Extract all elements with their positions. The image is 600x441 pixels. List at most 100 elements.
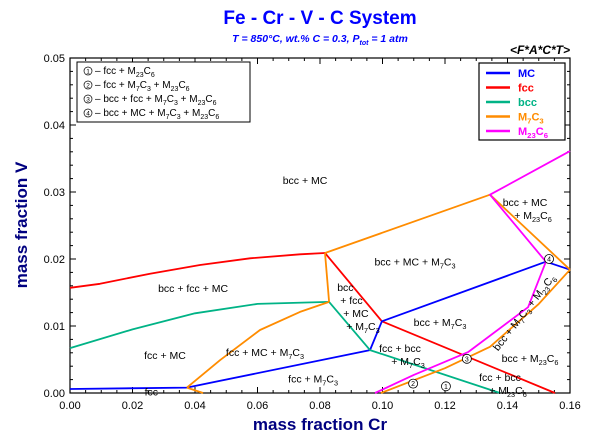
marker-circle xyxy=(544,254,554,264)
region-label-text: + M7C3 xyxy=(391,356,425,370)
legend-label: MC xyxy=(518,68,535,80)
subscript: 3 xyxy=(462,322,466,331)
boundary-m7c3 xyxy=(324,252,330,302)
region-label: fcc + MC + M7C3 xyxy=(226,347,304,361)
key-box-frame xyxy=(76,61,251,123)
region-label-text: bcc + MC xyxy=(503,197,548,209)
circled-number-marker: 2 xyxy=(408,378,419,389)
key-label: – fcc + M23C6 xyxy=(95,66,155,79)
x-tick-label: 0.12 xyxy=(434,400,455,412)
subscript: 7 xyxy=(288,352,292,361)
subscript: 23 xyxy=(198,100,206,107)
text-part: bcc + M xyxy=(414,317,451,329)
x-tick-label: 0.10 xyxy=(372,400,393,412)
region-label-text: bcc + MC + M7C3 xyxy=(374,257,455,271)
text-part: C xyxy=(536,126,544,138)
boundary-m7c3 xyxy=(489,194,571,271)
text-part: fcc + MC xyxy=(144,350,186,362)
text-part: + M xyxy=(489,385,507,397)
subscript: 3 xyxy=(174,100,178,107)
boundary-m7c3 xyxy=(186,386,204,394)
legend-label: M7C3 xyxy=(518,112,544,126)
x-axis-label: mass fraction Cr xyxy=(253,415,388,434)
text-part: bcc + M xyxy=(502,353,539,365)
subscript: 3 xyxy=(147,86,151,93)
text-part: MC xyxy=(518,68,535,80)
marker-circle xyxy=(461,353,472,364)
subscript: 23 xyxy=(540,285,552,297)
subscript: 6 xyxy=(213,100,217,107)
text-part: C xyxy=(515,385,523,397)
subscript: 3 xyxy=(525,307,535,316)
text-part: – bcc + fcc + M xyxy=(95,94,163,105)
text-part: bcc xyxy=(518,97,537,109)
key-number: 1 xyxy=(86,69,90,76)
text-part: + M xyxy=(514,210,532,222)
marker-number: 3 xyxy=(465,356,469,363)
text-part: M xyxy=(518,126,527,138)
key-number-circle xyxy=(83,66,93,76)
boundary-m7c3 xyxy=(324,193,491,254)
x-tick-label: 0.00 xyxy=(59,400,80,412)
text-part: C xyxy=(531,112,539,124)
y-tick-label: 0.02 xyxy=(44,254,65,266)
circled-number-marker: 3 xyxy=(461,353,472,364)
text-part: C xyxy=(326,373,334,385)
text-part: + MC xyxy=(343,308,369,320)
subscript: 6 xyxy=(215,114,219,121)
key-number-circle xyxy=(83,108,93,118)
text-part: C xyxy=(167,94,174,105)
subscript: 6 xyxy=(554,358,558,367)
key-number: 4 xyxy=(86,111,90,118)
y-axis-label: mass fraction V xyxy=(12,161,31,288)
subscript: 23 xyxy=(532,215,540,224)
key-number-circle xyxy=(83,80,93,90)
boundary-bcc xyxy=(69,300,501,394)
key-number: 3 xyxy=(86,97,90,104)
region-label-text: fcc + M7C3 xyxy=(288,373,338,387)
region-label: bcc+ fcc+ MC+ M7C3 xyxy=(337,282,380,335)
region-label: bcc + MC xyxy=(283,175,328,187)
chart-subtitle: T = 850°C, wt.% C = 0.3, Ptot = 1 atm xyxy=(232,33,408,47)
region-label-text: + M7C3 xyxy=(346,321,380,335)
region-label: fcc + M7C3 xyxy=(288,373,338,387)
text-part: bcc + MC + M xyxy=(374,257,439,269)
subtitle-subscript: tot xyxy=(359,40,369,47)
subscript: 6 xyxy=(186,86,190,93)
text-part: C xyxy=(444,257,452,269)
region-label-text: bcc + M23C6 xyxy=(502,353,559,367)
text-part: C xyxy=(208,108,215,119)
region-label-text: + fcc xyxy=(340,295,362,307)
region-label-text: bcc + M7C3 xyxy=(414,317,467,331)
boundary-m23c6 xyxy=(489,150,571,263)
text-part: bcc + fcc + MC xyxy=(158,283,228,295)
subscript: 7 xyxy=(409,361,413,370)
subscript: 6 xyxy=(550,276,560,285)
subscript: 7 xyxy=(451,322,455,331)
key-number: 2 xyxy=(86,83,90,90)
subscript: 23 xyxy=(539,358,547,367)
y-tick-label: 0.00 xyxy=(44,388,65,400)
legend-entry-m7c3: M7C3 xyxy=(486,112,544,126)
text-part: + M xyxy=(391,356,409,368)
chart-title: Fe - Cr - V - C System xyxy=(223,8,416,29)
text-part: C xyxy=(169,108,176,119)
region-label-text: bcc + M7C3 + M23C6 xyxy=(491,272,559,354)
text-part: bcc + MC xyxy=(283,175,328,187)
text-part: C xyxy=(144,66,151,77)
key-entry: 1 – fcc + M23C6 xyxy=(83,66,155,79)
subscript: 3 xyxy=(451,262,455,271)
text-part: M xyxy=(518,112,527,124)
marker-number: 2 xyxy=(411,381,415,388)
x-tick-label: 0.14 xyxy=(497,400,518,412)
region-label: bcc + MC+ M23C6 xyxy=(503,197,552,224)
region-label-text: fcc + bcc xyxy=(479,372,521,384)
legend-label: M23C6 xyxy=(518,126,548,140)
subscript: 3 xyxy=(539,117,543,126)
region-label: bcc + M23C6 xyxy=(502,353,559,367)
marker-circle xyxy=(441,381,451,392)
